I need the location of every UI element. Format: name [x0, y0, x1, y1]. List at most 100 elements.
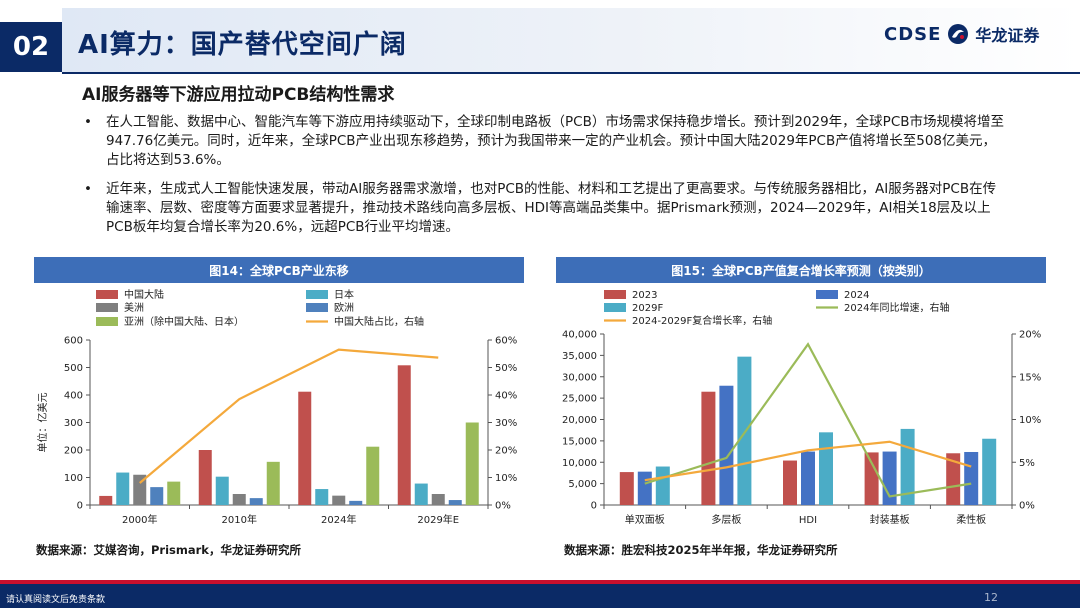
- header-rule: [62, 72, 1080, 74]
- bar: [946, 453, 961, 505]
- bar: [801, 451, 815, 505]
- page-title: AI算力：国产替代空间广阔: [78, 30, 407, 60]
- legend-swatch: [604, 303, 626, 312]
- y-tick-label: 500: [64, 363, 83, 374]
- y-tick-label: 20,000: [562, 415, 597, 426]
- bullet-marker: •: [84, 181, 92, 197]
- bar: [964, 451, 979, 505]
- bar: [737, 356, 752, 505]
- y-tick-label: 400: [64, 391, 83, 402]
- legend-swatch: [306, 290, 328, 299]
- y2-tick-label: 10%: [495, 473, 517, 484]
- series-line: [139, 348, 439, 484]
- x-tick-label: 2000年: [122, 513, 157, 526]
- bar: [701, 391, 716, 505]
- bar: [99, 495, 113, 505]
- bullet-marker: •: [84, 114, 92, 130]
- series-line: [644, 342, 972, 498]
- footer-accent: [0, 580, 1080, 584]
- logo-en-text: CDSE: [884, 23, 942, 45]
- x-tick-label: HDI: [799, 515, 817, 526]
- logo-cn-text: 华龙证券: [975, 26, 1040, 45]
- legend-label: 2024年同比增速，右轴: [844, 301, 949, 314]
- bar: [448, 500, 462, 505]
- legend-label: 中国大陆: [124, 288, 164, 301]
- disclaimer-note: 请认真阅读文后免责条款: [6, 595, 106, 605]
- y2-tick-label: 0%: [1019, 501, 1035, 512]
- dragon-emblem-icon: [948, 24, 969, 44]
- legend-label: 亚洲（除中国大陆、日本）: [124, 315, 244, 328]
- section-subtitle: AI服务器等下游应用拉动PCB结构性需求: [82, 85, 395, 105]
- bar: [150, 487, 164, 505]
- y-axis-label: 单位：亿美元: [36, 393, 49, 453]
- y2-tick-label: 60%: [495, 336, 517, 347]
- bar: [116, 472, 130, 505]
- bar: [232, 494, 246, 505]
- legend-swatch: [96, 290, 118, 299]
- bar: [315, 489, 329, 505]
- y-tick-label: 0: [77, 501, 83, 512]
- legend-label: 日本: [334, 288, 354, 301]
- y-tick-label: 200: [64, 446, 83, 457]
- y2-tick-label: 0%: [495, 501, 511, 512]
- bar: [982, 438, 997, 505]
- y-tick-label: 300: [64, 418, 83, 429]
- pcb-cagr-chart: 0 5,000 10,000 15,000 20,000 25,000 30,000 35,0…: [562, 290, 1041, 526]
- legend-swatch: [96, 317, 118, 326]
- bar: [619, 472, 634, 505]
- legend-label: 2024-2029F复合增长率，右轴: [632, 314, 772, 327]
- x-tick-label: 封装基板: [870, 513, 910, 526]
- series-line: [644, 440, 972, 482]
- figure14-source: 数据来源：艾媒咨询，Prismark，华龙证券研究所: [36, 543, 301, 557]
- company-logo: CDSE 华龙证券: [884, 22, 1039, 46]
- figure15-caption: 图15：全球PCB产值复合增长率预测（按类别）: [556, 257, 1046, 283]
- bar: [431, 494, 445, 505]
- bar: [215, 476, 229, 505]
- bullet-point: • 在人工智能、数据中心、智能汽车等下游应用持续驱动下，全球印制电路板（PCB）…: [84, 113, 1004, 170]
- footer-bar: [0, 580, 1080, 608]
- y2-tick-label: 30%: [495, 418, 517, 429]
- legend-label: 美洲: [124, 301, 144, 314]
- legend-swatch: [604, 290, 626, 299]
- x-tick-label: 2010年: [222, 513, 257, 526]
- legend-label: 2024: [844, 290, 869, 301]
- bar: [414, 483, 428, 505]
- legend-label: 中国大陆占比，右轴: [334, 315, 424, 328]
- bar: [864, 452, 879, 505]
- y-tick-label: 10,000: [562, 458, 597, 469]
- y2-tick-label: 10%: [1019, 415, 1041, 426]
- y2-tick-label: 20%: [1019, 330, 1041, 341]
- x-tick-label: 多层板: [711, 513, 741, 526]
- legend-label: 2023: [632, 290, 657, 301]
- bar: [397, 365, 411, 505]
- bar: [332, 495, 346, 505]
- bar: [298, 391, 312, 505]
- y-tick-label: 600: [64, 336, 83, 347]
- bar: [133, 474, 147, 505]
- bar: [719, 385, 734, 505]
- y-tick-label: 30,000: [562, 372, 597, 383]
- y-tick-label: 35,000: [562, 351, 597, 362]
- y-tick-label: 100: [64, 473, 83, 484]
- y-tick-label: 40,000: [562, 330, 597, 341]
- y2-tick-label: 20%: [495, 446, 517, 457]
- x-tick-label: 2029年E: [417, 513, 459, 526]
- bar: [637, 471, 652, 505]
- legend-label: 2029F: [632, 303, 663, 314]
- pcb-shift-chart: 0 100 200 300 400 500 600 0% 10% 20% 30% 40% 50% 60% 2…: [36, 288, 517, 526]
- bar: [266, 461, 280, 505]
- page-number: 12: [984, 591, 998, 604]
- legend-swatch: [306, 303, 328, 312]
- section-number: 02: [0, 22, 62, 72]
- bullet-point: • 近年来，生成式人工智能快速发展，带动AI服务器需求激增，也对PCB的性能、材…: [84, 180, 1004, 237]
- legend-swatch: [96, 303, 118, 312]
- bar: [655, 466, 670, 505]
- bar: [465, 422, 479, 505]
- figure15-source: 数据来源：胜宏科技2025年半年报，华龙证券研究所: [564, 543, 838, 557]
- legend-label: 欧洲: [334, 302, 354, 314]
- bar: [167, 481, 181, 505]
- bar: [198, 450, 212, 505]
- x-tick-label: 单双面板: [625, 513, 665, 526]
- bar: [366, 446, 380, 505]
- y2-tick-label: 15%: [1019, 372, 1041, 383]
